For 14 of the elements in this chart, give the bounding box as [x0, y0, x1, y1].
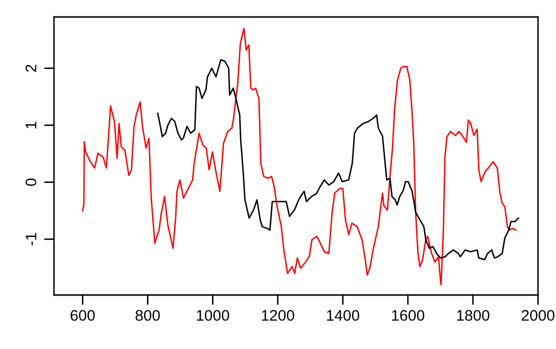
x-tick-label: 600 — [70, 310, 95, 321]
line-series — [82, 28, 517, 286]
y-tick-label: -1 — [26, 233, 36, 246]
line-series — [157, 59, 520, 260]
y-tick-label: 1 — [26, 122, 36, 128]
x-tick-label: 1800 — [457, 310, 490, 321]
x-tick-label: 1400 — [327, 310, 360, 321]
x-tick-label: 1600 — [392, 310, 424, 321]
x-tick-label: 800 — [136, 310, 160, 321]
x-tick-label: 1000 — [196, 310, 230, 321]
x-tick-label: 2000 — [522, 310, 554, 321]
y-tick-label: 2 — [26, 64, 36, 72]
y-tick-label: 0 — [26, 178, 36, 186]
x-tick-label: 1200 — [262, 310, 294, 321]
